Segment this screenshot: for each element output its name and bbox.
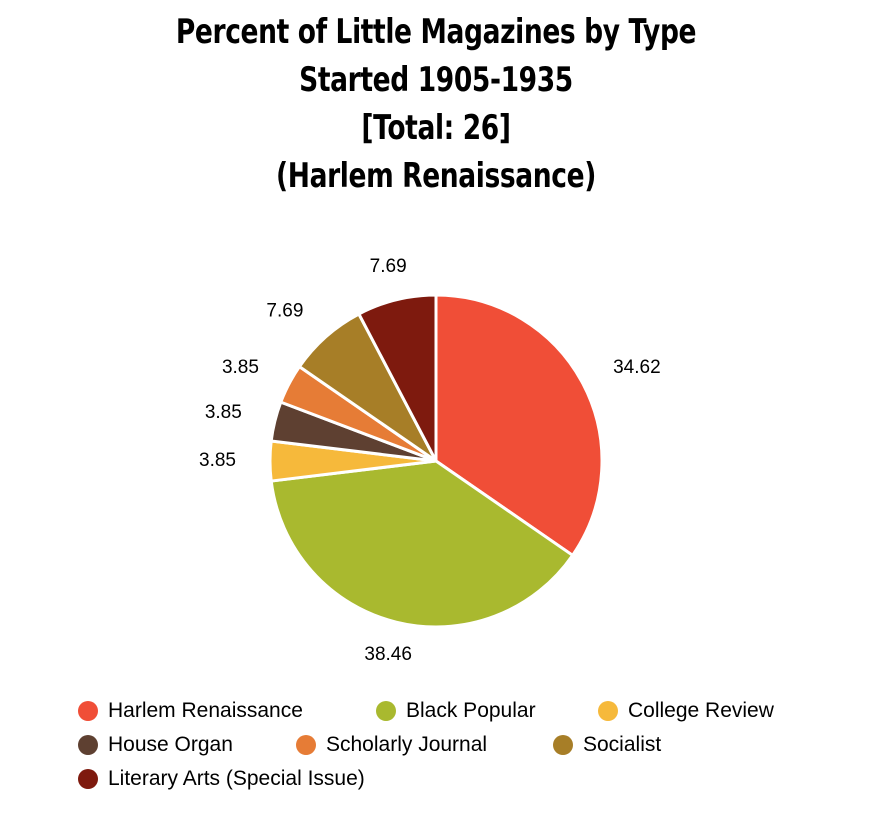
legend-label: Black Popular — [406, 699, 536, 722]
legend-swatch — [376, 701, 396, 721]
data-label-college-review: 3.85 — [199, 450, 236, 471]
legend-row: Literary Arts (Special Issue) — [78, 762, 838, 796]
legend-label: Literary Arts (Special Issue) — [108, 767, 365, 790]
legend-label: College Review — [628, 699, 774, 722]
chart-title-line-2: Started 1905-1935 — [299, 60, 573, 100]
legend-label: Harlem Renaissance — [108, 699, 303, 722]
chart-title-line-4: (Harlem Renaissance) — [276, 156, 596, 196]
legend-row: House Organ Scholarly Journal Socialist — [78, 728, 838, 762]
data-label-scholarly-journal: 3.85 — [222, 357, 259, 378]
data-label-black-popular: 38.46 — [364, 644, 412, 665]
legend-item-literary-arts[interactable]: Literary Arts (Special Issue) — [78, 767, 365, 791]
legend-swatch — [78, 769, 98, 789]
legend-item-college-review[interactable]: College Review — [598, 699, 774, 723]
data-label-socialist: 7.69 — [266, 300, 303, 321]
legend-label: Scholarly Journal — [326, 733, 488, 756]
data-label-literary-arts-special-issue: 7.69 — [370, 256, 407, 277]
legend-item-socialist[interactable]: Socialist — [553, 733, 661, 757]
legend-item-scholarly-journal[interactable]: Scholarly Journal — [296, 733, 553, 757]
legend-label: House Organ — [108, 733, 233, 756]
legend-swatch — [296, 735, 316, 755]
legend-item-black-popular[interactable]: Black Popular — [376, 699, 598, 723]
data-label-harlem-renaissance: 34.62 — [613, 357, 661, 378]
chart-title-line-1: Percent of Little Magazines by Type — [175, 12, 697, 52]
legend-swatch — [553, 735, 573, 755]
pie-slice-black-popular[interactable] — [269, 459, 575, 629]
legend-label: Socialist — [583, 733, 662, 756]
legend: Harlem Renaissance Black Popular College… — [78, 694, 838, 796]
legend-swatch — [78, 701, 98, 721]
legend-item-house-organ[interactable]: House Organ — [78, 733, 296, 757]
legend-swatch — [598, 701, 618, 721]
legend-item-harlem-renaissance[interactable]: Harlem Renaissance — [78, 699, 376, 723]
chart-title-line-3: [Total: 26] — [361, 108, 511, 148]
legend-row: Harlem Renaissance Black Popular College… — [78, 694, 838, 728]
pie-slice-harlem-renaissance[interactable] — [434, 293, 604, 557]
legend-swatch — [78, 735, 98, 755]
pie-slice-literary-arts-special-issue[interactable] — [357, 293, 438, 463]
chart-title: Percent of Little Magazines by Type Star… — [96, 8, 776, 200]
pie-chart: 34.62 38.46 3.85 3.85 3.85 7.69 7.69 — [199, 256, 661, 665]
data-label-house-organ: 3.85 — [205, 402, 242, 423]
